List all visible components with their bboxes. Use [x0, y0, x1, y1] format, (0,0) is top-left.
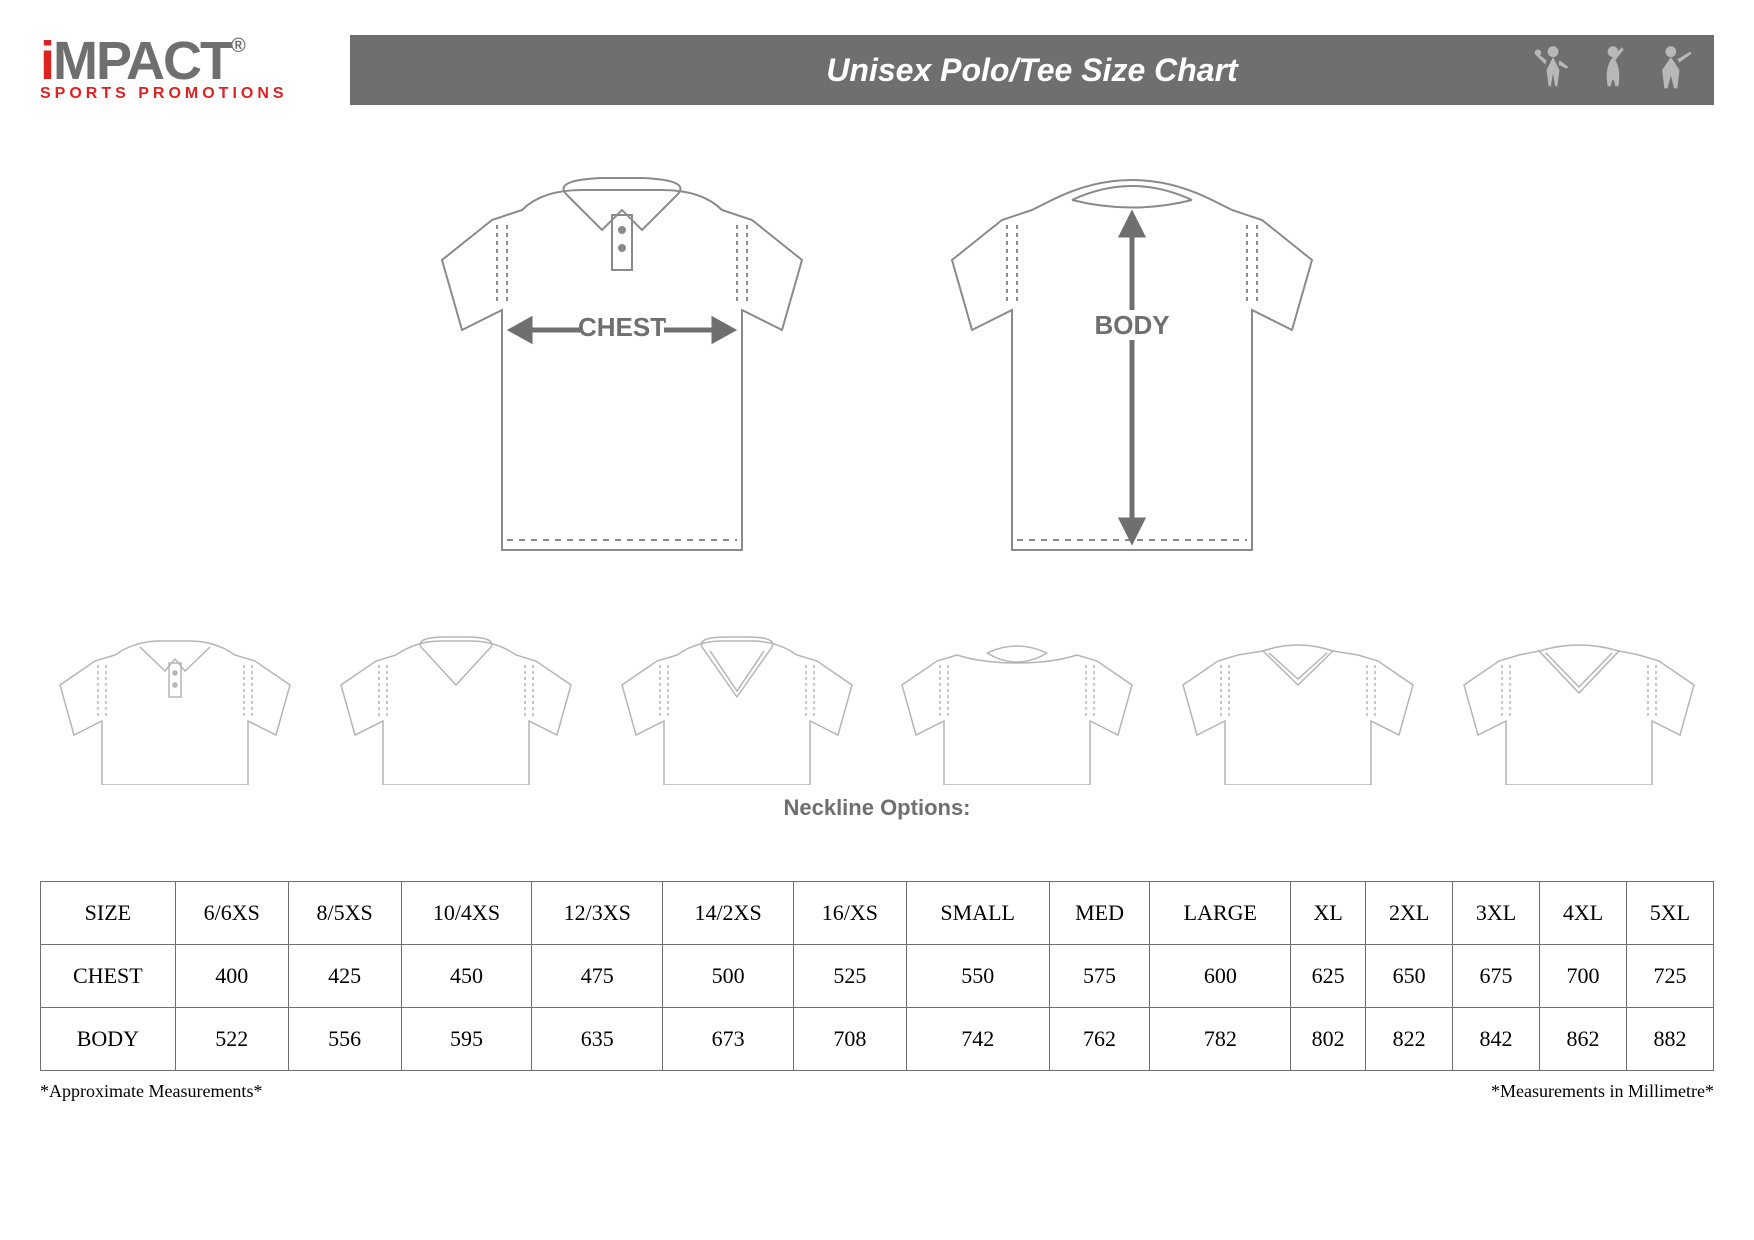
table-cell: 802: [1291, 1008, 1366, 1071]
badminton-icon: [1590, 43, 1636, 97]
table-row: BODY522556595635673708742762782802822842…: [41, 1008, 1714, 1071]
table-cell: 742: [906, 1008, 1049, 1071]
table-cell: 708: [793, 1008, 906, 1071]
table-cell: BODY: [41, 1008, 176, 1071]
neckline-collar-v: [602, 625, 872, 785]
neckline-crew: [882, 625, 1152, 785]
page-title: Unisex Polo/Tee Size Chart: [826, 52, 1237, 89]
table-header: 4XL: [1540, 882, 1627, 945]
neckline-wide-v: [1444, 625, 1714, 785]
table-cell: 475: [532, 945, 663, 1008]
table-header: 2XL: [1366, 882, 1453, 945]
table-cell: 400: [175, 945, 288, 1008]
logo-sub: SPORTS PROMOTIONS: [40, 85, 320, 103]
neckline-label: Neckline Options:: [40, 795, 1714, 821]
table-header: LARGE: [1150, 882, 1291, 945]
cricket-icon: [1650, 43, 1696, 97]
table-cell: 725: [1626, 945, 1713, 1008]
table-cell: 500: [663, 945, 794, 1008]
table-header: MED: [1049, 882, 1150, 945]
table-header: 16/XS: [793, 882, 906, 945]
table-cell: 575: [1049, 945, 1150, 1008]
table-cell: 822: [1366, 1008, 1453, 1071]
footnotes: *Approximate Measurements* *Measurements…: [40, 1081, 1714, 1102]
table-header: 5XL: [1626, 882, 1713, 945]
table-header: 3XL: [1453, 882, 1540, 945]
table-cell: 450: [401, 945, 532, 1008]
table-cell: CHEST: [41, 945, 176, 1008]
table-header: 10/4XS: [401, 882, 532, 945]
footnote-right: *Measurements in Millimetre*: [1491, 1081, 1714, 1102]
table-header: 8/5XS: [288, 882, 401, 945]
table-cell: 425: [288, 945, 401, 1008]
main-diagrams: CHEST CHEST: [40, 160, 1714, 585]
table-cell: 522: [175, 1008, 288, 1071]
table-cell: 782: [1150, 1008, 1291, 1071]
neckline-vneck: [1163, 625, 1433, 785]
size-table: SIZE6/6XS8/5XS10/4XS12/3XS14/2XS16/XSSMA…: [40, 881, 1714, 1071]
neckline-open-collar: [321, 625, 591, 785]
table-cell: 650: [1366, 945, 1453, 1008]
table-cell: 862: [1540, 1008, 1627, 1071]
body-label: BODY: [1094, 310, 1169, 340]
table-cell: 882: [1626, 1008, 1713, 1071]
table-header: SMALL: [906, 882, 1049, 945]
table-cell: 600: [1150, 945, 1291, 1008]
sport-icons: [1530, 43, 1696, 97]
basketball-icon: [1530, 43, 1576, 97]
table-header: SIZE: [41, 882, 176, 945]
table-header: 14/2XS: [663, 882, 794, 945]
table-cell: 550: [906, 945, 1049, 1008]
table-cell: 625: [1291, 945, 1366, 1008]
logo-main: iMPACT®: [40, 37, 320, 86]
table-cell: 842: [1453, 1008, 1540, 1071]
neckline-options: [40, 625, 1714, 785]
table-header: 6/6XS: [175, 882, 288, 945]
table-cell: 700: [1540, 945, 1627, 1008]
table-cell: 673: [663, 1008, 794, 1071]
neckline-button-collar: [40, 625, 310, 785]
table-cell: 595: [401, 1008, 532, 1071]
table-header: XL: [1291, 882, 1366, 945]
table-row: CHEST40042545047550052555057560062565067…: [41, 945, 1714, 1008]
svg-text:CHEST: CHEST: [578, 312, 666, 342]
footnote-left: *Approximate Measurements*: [40, 1081, 262, 1102]
table-cell: 556: [288, 1008, 401, 1071]
title-bar: Unisex Polo/Tee Size Chart: [350, 35, 1714, 105]
table-header: 12/3XS: [532, 882, 663, 945]
table-cell: 675: [1453, 945, 1540, 1008]
table-cell: 635: [532, 1008, 663, 1071]
polo-front-diagram: CHEST CHEST: [402, 160, 842, 585]
header: iMPACT® SPORTS PROMOTIONS Unisex Polo/Te…: [40, 30, 1714, 110]
logo: iMPACT® SPORTS PROMOTIONS: [40, 30, 320, 110]
table-cell: 762: [1049, 1008, 1150, 1071]
table-cell: 525: [793, 945, 906, 1008]
polo-back-diagram: BODY: [912, 160, 1352, 585]
